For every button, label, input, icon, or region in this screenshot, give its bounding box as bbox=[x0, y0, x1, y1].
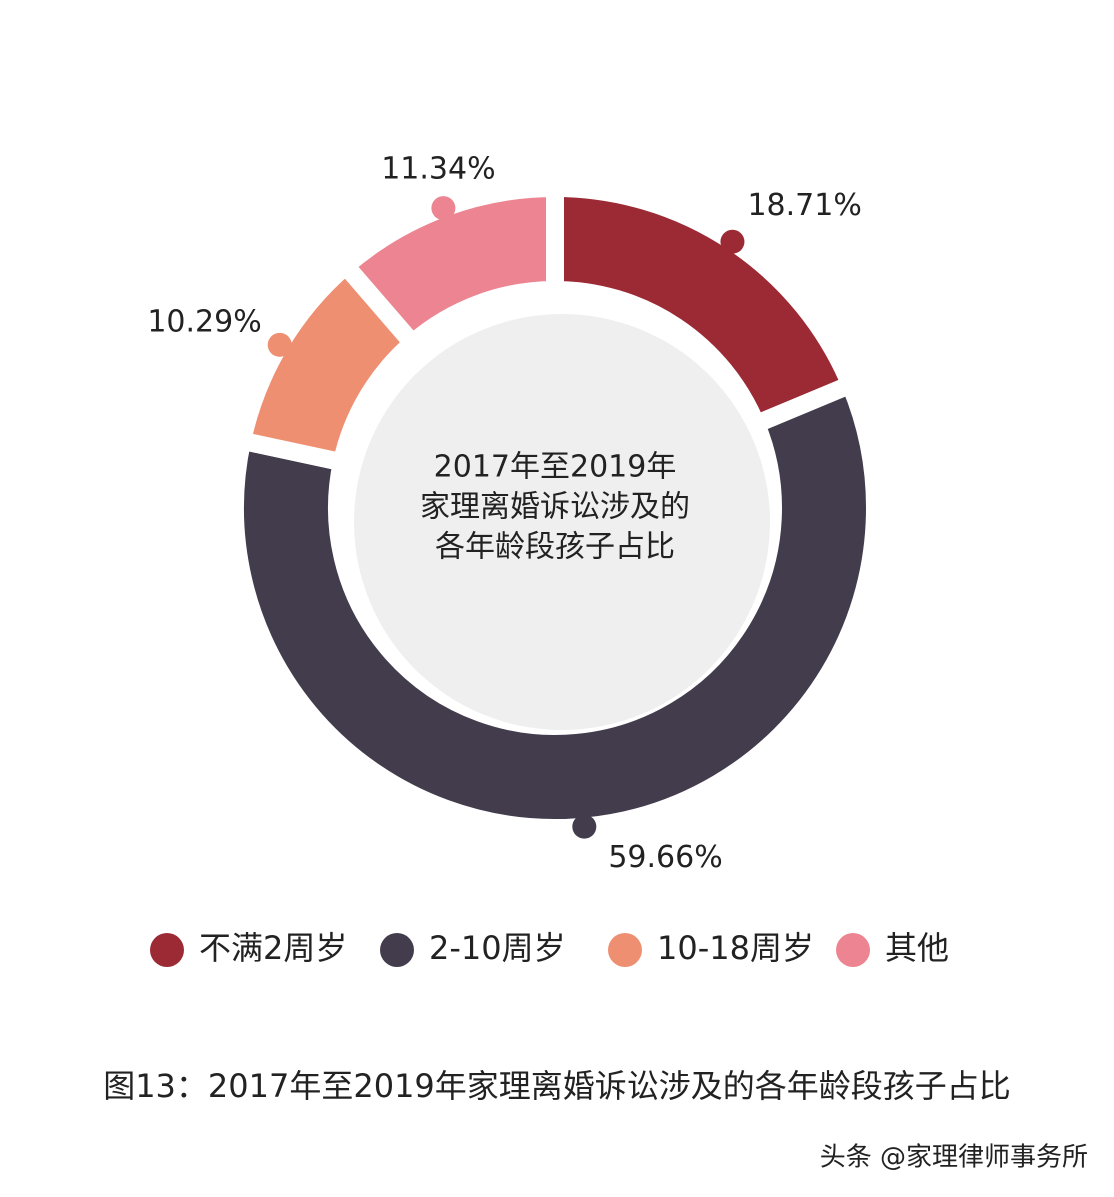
donut-segment bbox=[333, 178, 564, 356]
value-label: 10.29% bbox=[147, 304, 261, 339]
legend-swatch bbox=[608, 933, 642, 967]
legend-swatch bbox=[150, 933, 184, 967]
legend-label: 其他 bbox=[885, 929, 949, 967]
legend-swatch bbox=[836, 933, 870, 967]
center-text: 家理离婚诉讼涉及的 bbox=[420, 490, 690, 525]
center-text: 2017年至2019年 bbox=[434, 450, 677, 485]
legend-label: 10-18周岁 bbox=[657, 929, 814, 967]
label-dot bbox=[720, 229, 745, 254]
center-disc bbox=[354, 314, 770, 730]
label-dot bbox=[572, 814, 597, 839]
label-dot bbox=[431, 196, 456, 221]
legend-label: 不满2周岁 bbox=[199, 929, 347, 967]
value-label: 11.34% bbox=[381, 152, 495, 187]
watermark: 头条 @家理律师事务所 bbox=[820, 1143, 1088, 1173]
center-text: 各年龄段孩子占比 bbox=[435, 530, 675, 565]
label-dot bbox=[267, 332, 292, 357]
legend-label: 2-10周岁 bbox=[429, 929, 566, 967]
legend-swatch bbox=[380, 933, 414, 967]
value-label: 18.71% bbox=[747, 188, 861, 223]
caption: 图13：2017年至2019年家理离婚诉讼涉及的各年龄段孩子占比 bbox=[103, 1067, 1011, 1105]
value-label: 59.66% bbox=[608, 840, 722, 875]
